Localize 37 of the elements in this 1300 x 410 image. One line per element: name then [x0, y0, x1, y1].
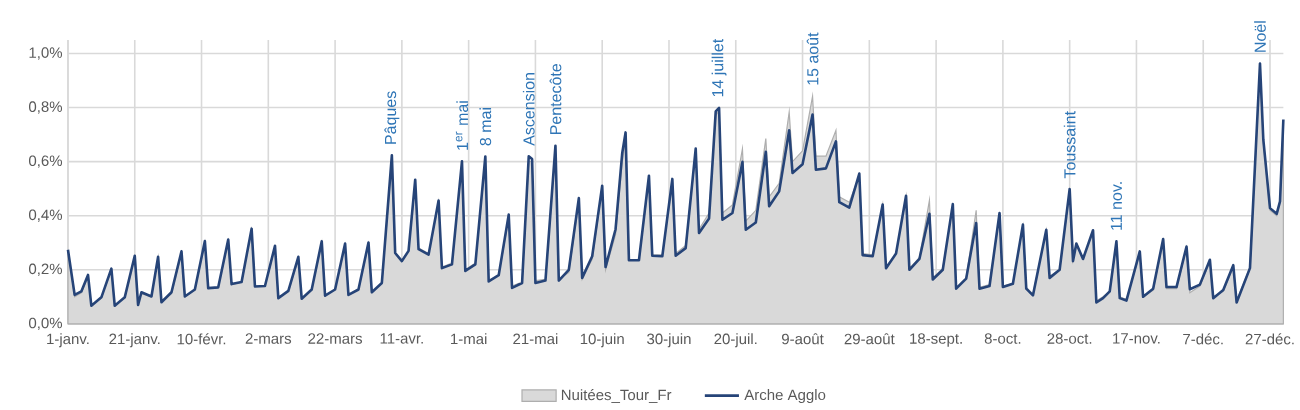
annotation: 15 août — [806, 32, 819, 85]
y-tick-label: 1,0% — [29, 47, 63, 60]
annotation: 1$^{er}$ mai — [455, 101, 469, 150]
x-tick-label: 21-mai — [513, 333, 558, 345]
y-tick-label: 0,0% — [29, 317, 63, 330]
annotation: Pentecôte — [549, 63, 562, 134]
annotation: Toussaint — [1063, 110, 1076, 179]
annotation: 8 mai — [479, 107, 492, 146]
x-tick-label: 1-janv. — [47, 333, 89, 348]
x-tick-label: 27-déc. — [1245, 333, 1294, 345]
x-tick-label: 22-mars — [308, 333, 363, 344]
x-tick-label: 18-sept. — [910, 333, 962, 347]
x-tick-label: 10-févr. — [177, 333, 226, 345]
annotation: Noël — [1254, 21, 1266, 52]
y-tick-label: 0,2% — [29, 263, 63, 276]
annotation: 11 nov. — [1110, 182, 1122, 230]
x-tick-label: 2-mars — [245, 333, 292, 344]
x-tick-label: 8-oct. — [984, 333, 1021, 344]
x-tick-label: 29-août — [844, 333, 895, 345]
x-tick-label: 28-oct. — [1047, 333, 1092, 344]
x-tick-label: 9-août — [781, 333, 824, 345]
y-tick-label: 0,4% — [29, 209, 63, 222]
y-tick-label: 0,8% — [29, 101, 63, 114]
x-tick-label: 7-déc. — [1183, 333, 1223, 345]
x-tick-label: 11-avr. — [380, 333, 423, 344]
annotation: Pâques — [384, 91, 400, 144]
x-tick-label: 10-juin — [580, 333, 624, 348]
y-tick-label: 0,6% — [29, 155, 63, 168]
x-tick-label: 20-juil. — [714, 333, 757, 348]
legend-label: Nuitées_Tour_Fr — [561, 388, 672, 403]
x-tick-label: 17-nov. — [1113, 333, 1160, 344]
annotation: 14 juillet — [711, 38, 727, 97]
x-tick-label: 1-mai — [451, 333, 487, 345]
x-tick-label: 30-juin — [647, 333, 691, 348]
x-tick-label: 21-janv. — [109, 333, 160, 348]
annotation: Ascension — [522, 72, 535, 146]
legend-label: Arche Agglo — [744, 388, 826, 403]
